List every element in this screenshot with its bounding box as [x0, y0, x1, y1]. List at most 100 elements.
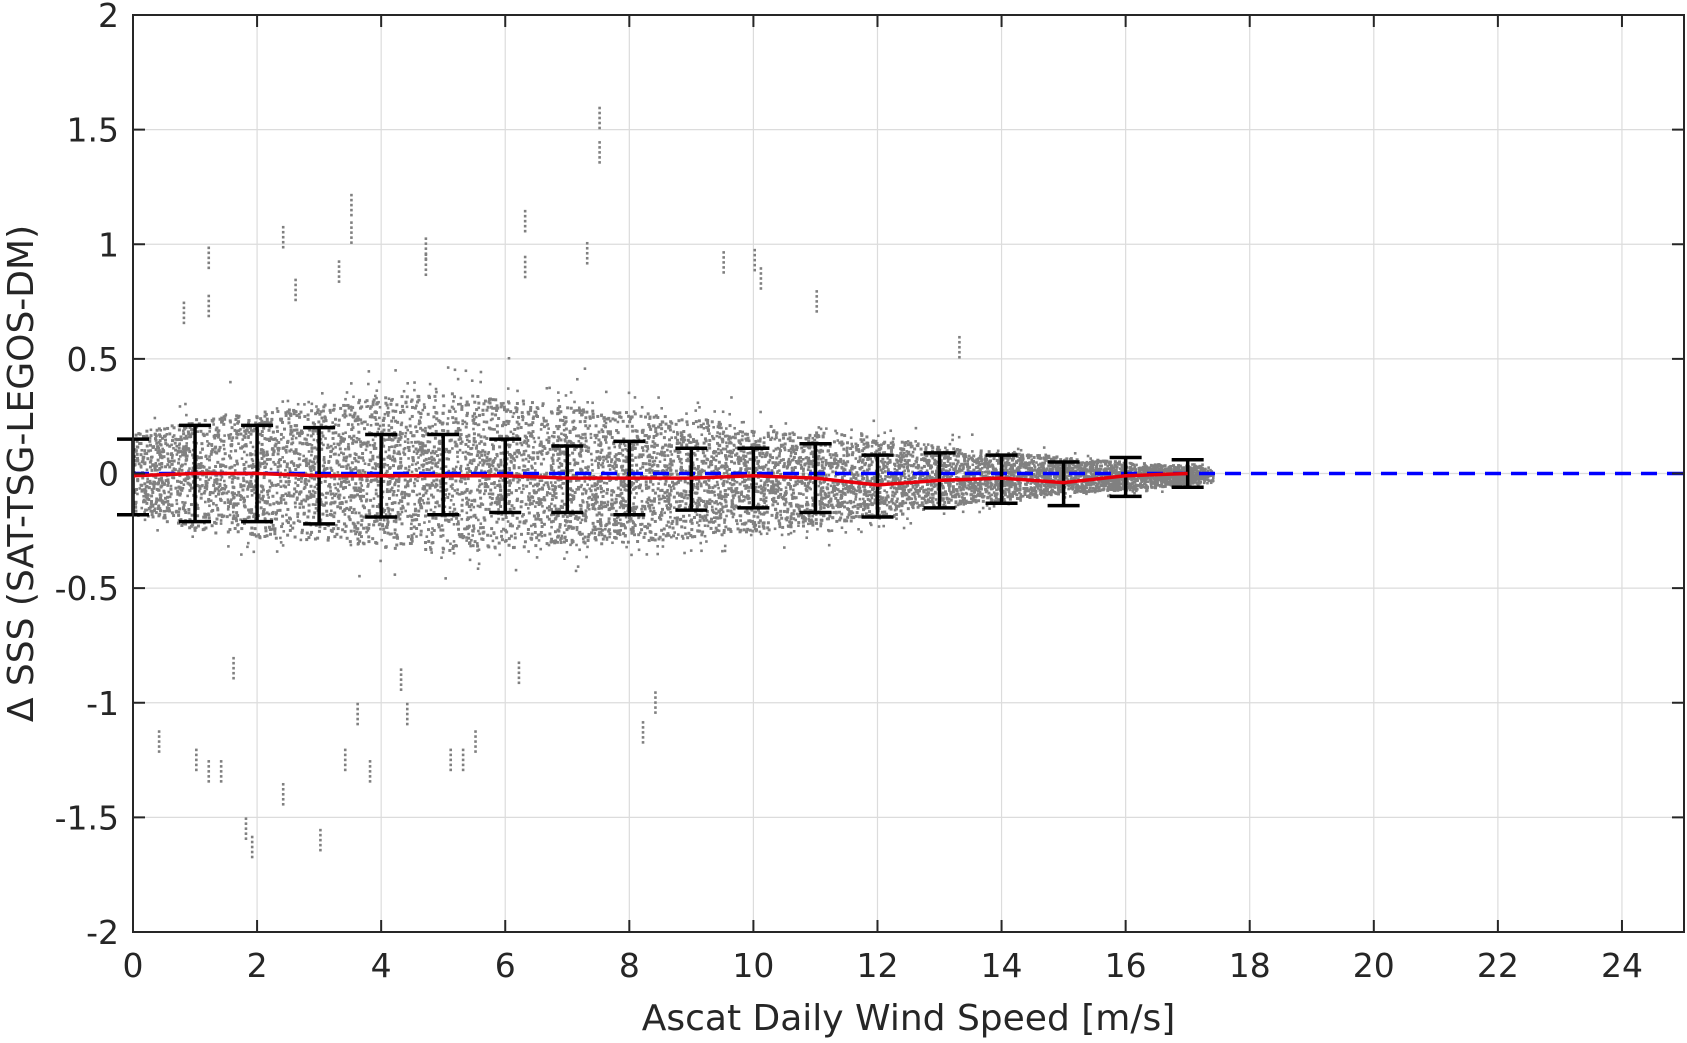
- data-point: [542, 417, 545, 420]
- data-point: [715, 508, 718, 511]
- data-point: [483, 493, 486, 496]
- data-point: [387, 407, 390, 410]
- data-point: [660, 511, 663, 514]
- data-point: [748, 471, 751, 474]
- data-point: [368, 509, 371, 512]
- data-point: [956, 483, 959, 486]
- data-point: [971, 433, 974, 436]
- data-point: [648, 471, 651, 474]
- data-point: [811, 497, 814, 500]
- data-point: [229, 381, 232, 384]
- data-point: [479, 461, 482, 464]
- data-point: [322, 465, 325, 468]
- data-point: [282, 436, 285, 439]
- data-point: [684, 526, 687, 529]
- data-point: [375, 397, 378, 400]
- data-point: [778, 519, 781, 522]
- data-point: [315, 405, 318, 408]
- data-point: [785, 422, 788, 425]
- data-point: [903, 527, 906, 530]
- data-point: [450, 518, 453, 521]
- data-point: [741, 435, 744, 438]
- data-point: [767, 489, 770, 492]
- data-point: [489, 489, 492, 492]
- data-point: [246, 495, 249, 498]
- data-point: [295, 437, 298, 440]
- data-point: [1087, 455, 1090, 458]
- data-point: [395, 494, 398, 497]
- data-point: [311, 444, 314, 447]
- data-point: [212, 423, 215, 426]
- data-point: [714, 494, 717, 497]
- data-point: [528, 492, 531, 495]
- data-point: [366, 485, 369, 488]
- data-point: [828, 495, 831, 498]
- data-point: [476, 549, 479, 552]
- data-point: [392, 536, 395, 539]
- data-point: [595, 424, 598, 427]
- data-point: [608, 536, 611, 539]
- data-point: [740, 491, 743, 494]
- data-point: [156, 529, 159, 532]
- data-point: [357, 461, 360, 464]
- data-point: [800, 492, 803, 495]
- data-point: [339, 407, 342, 410]
- data-point: [710, 518, 713, 521]
- data-point: [648, 504, 651, 507]
- data-point: [883, 431, 886, 434]
- data-point: [546, 432, 549, 435]
- data-point: [779, 526, 782, 529]
- data-point: [497, 518, 500, 521]
- data-point: [427, 498, 430, 501]
- data-point: [630, 554, 633, 557]
- data-point: [421, 429, 424, 432]
- data-point: [548, 387, 551, 390]
- data-point: [597, 466, 600, 469]
- data-point: [494, 486, 497, 489]
- data-point: [716, 431, 719, 434]
- data-point: [374, 468, 377, 471]
- data-point: [635, 492, 638, 495]
- data-point: [584, 367, 587, 370]
- data-point: [541, 479, 544, 482]
- data-point: [698, 406, 701, 409]
- data-point: [755, 456, 758, 459]
- data-point: [529, 537, 532, 540]
- data-point: [862, 458, 865, 461]
- data-point: [344, 486, 347, 489]
- data-point: [613, 446, 616, 449]
- data-point: [560, 433, 563, 436]
- data-point: [325, 501, 328, 504]
- data-point: [440, 556, 443, 559]
- data-point: [978, 511, 981, 514]
- data-point: [328, 483, 331, 486]
- data-point: [616, 517, 619, 520]
- data-point: [302, 455, 305, 458]
- data-point: [310, 447, 313, 450]
- data-point: [793, 509, 796, 512]
- data-point: [863, 486, 866, 489]
- data-point: [534, 441, 537, 444]
- data-point: [778, 452, 781, 455]
- data-point: [442, 404, 445, 407]
- data-point: [498, 445, 501, 448]
- data-point: [144, 509, 147, 512]
- data-point: [537, 437, 540, 440]
- data-point: [892, 437, 895, 440]
- data-point: [212, 503, 215, 506]
- data-point: [479, 526, 482, 529]
- data-point: [283, 498, 286, 501]
- data-point: [359, 482, 362, 485]
- data-point: [600, 451, 603, 454]
- data-point: [220, 469, 223, 472]
- data-point: [688, 514, 691, 517]
- data-point: [234, 469, 237, 472]
- data-point: [550, 538, 553, 541]
- data-point: [1207, 466, 1210, 469]
- data-point: [825, 495, 828, 498]
- data-point: [251, 494, 254, 497]
- data-point: [330, 445, 333, 448]
- data-point: [376, 389, 379, 392]
- data-point: [472, 506, 475, 509]
- data-point: [652, 483, 655, 486]
